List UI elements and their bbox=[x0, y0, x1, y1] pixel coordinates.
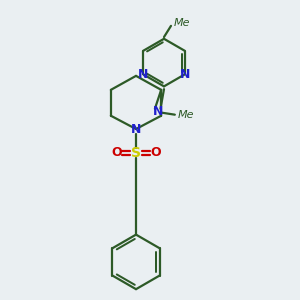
Text: N: N bbox=[131, 122, 141, 136]
Text: Me: Me bbox=[178, 110, 194, 120]
Text: Me: Me bbox=[173, 18, 190, 28]
Text: N: N bbox=[179, 68, 190, 81]
Text: O: O bbox=[112, 146, 122, 159]
Text: O: O bbox=[150, 146, 160, 159]
Text: N: N bbox=[138, 68, 148, 81]
Text: S: S bbox=[131, 146, 141, 160]
Text: N: N bbox=[152, 105, 163, 118]
